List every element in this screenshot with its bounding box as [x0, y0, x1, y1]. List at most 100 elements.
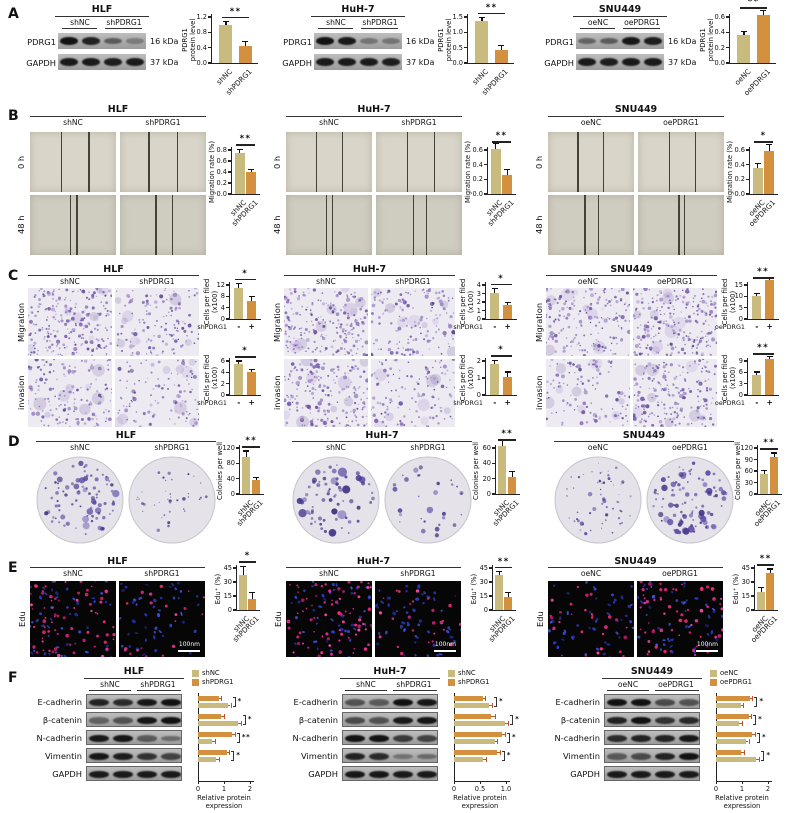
- group-underline: [580, 28, 615, 29]
- group-label: shNC: [319, 569, 339, 578]
- blot-band: [345, 699, 365, 706]
- error-bar-stem: [242, 566, 244, 575]
- blot-label: PDRG1: [283, 37, 312, 47]
- bar-chart: Migration rate (%) 0.0 0.2 0.4 0.6 ** shNC shPD…: [464, 131, 516, 264]
- bar-chart: PDRG1 protein level 0.0 0.4 0.8 1.2 ** shNC shPD…: [181, 4, 260, 104]
- blot-strip: [342, 712, 438, 727]
- y-tick-mark: [464, 16, 467, 18]
- y-tick-mark: [746, 178, 749, 180]
- bar: [490, 149, 501, 194]
- error-bar-stem: [494, 360, 496, 365]
- error-bar-cap: [504, 169, 511, 171]
- cell-line-title: SNU449: [630, 666, 674, 677]
- wound-scratch-line: [341, 132, 344, 192]
- y-tick-label: 0.0: [216, 190, 228, 198]
- blot-band: [578, 37, 596, 45]
- bar-chart: Edu⁺ (%) 0 15 30 45 ** shNC shPDRG1: [470, 556, 517, 666]
- bar: [503, 305, 513, 319]
- x-axis-line: [231, 194, 260, 196]
- y-axis-line: [485, 282, 487, 319]
- protein-label: E-cadherin: [293, 697, 339, 707]
- y-axis-line: [231, 147, 233, 194]
- group-label: shPDRG1: [145, 118, 181, 127]
- title-underline: [554, 441, 734, 442]
- y-tick-label: 20: [482, 474, 491, 483]
- bar: [508, 477, 517, 494]
- x-axis-line: [729, 63, 776, 65]
- blot-band: [644, 37, 662, 45]
- wound-scratch-line: [577, 132, 579, 192]
- title-underline: [340, 678, 440, 679]
- error-bar-stem: [752, 734, 755, 735]
- significance-bracket: [757, 733, 760, 743]
- y-axis-label-text: PDRG1 protein level: [181, 19, 198, 61]
- bar-chart: Cells per filed (x100) 0 1 2 3 4 * shPDRG1- +: [453, 274, 517, 346]
- y-tick-mark: [226, 371, 229, 373]
- blot-band: [60, 37, 78, 45]
- blot-band: [82, 37, 100, 45]
- error-bar-cap: [222, 21, 229, 23]
- y-tick-label: 0.0: [734, 190, 746, 198]
- y-tick-mark: [233, 567, 236, 569]
- transwell-image: [546, 359, 630, 427]
- y-axis-line: [747, 358, 749, 395]
- y-tick-mark: [489, 609, 492, 611]
- error-bar-cap: [249, 591, 256, 593]
- x-axis-line: [754, 610, 778, 612]
- blot-band: [393, 753, 413, 760]
- y-tick-mark: [464, 62, 467, 64]
- bar: [219, 24, 233, 63]
- y-tick-label: 0.0: [714, 59, 726, 67]
- group-underline: [655, 690, 699, 691]
- y-tick-label: 60: [744, 467, 753, 475]
- bar: [503, 377, 513, 395]
- significance-stars: *: [242, 346, 249, 356]
- transwell-image: [633, 359, 717, 427]
- blot-band: [89, 752, 109, 761]
- group-underline: [89, 690, 131, 691]
- bar-chart: PDRG1 protein level 0.0 0.5 1.0 1.5 ** shNC shPD…: [437, 3, 516, 104]
- timepoint-label: 0 h: [534, 155, 544, 169]
- blot-band: [417, 698, 437, 707]
- y-tick-mark: [208, 16, 211, 18]
- y-tick-mark: [754, 447, 757, 449]
- error-bar-cap: [221, 696, 223, 701]
- blot-strip: [58, 33, 146, 49]
- error-bar-stem: [498, 571, 500, 576]
- y-tick-mark: [754, 470, 757, 472]
- scale-bar: [178, 650, 200, 652]
- error-bar-cap: [253, 477, 260, 479]
- wound-scratch-line: [155, 195, 157, 255]
- error-bar-cap: [743, 702, 745, 708]
- error-bar-stem: [756, 758, 760, 760]
- error-bar-cap: [771, 452, 778, 454]
- error-bar-cap: [755, 732, 756, 737]
- y-tick-label: 0.5: [452, 43, 464, 52]
- group-label: shNC: [326, 18, 346, 27]
- bar: [475, 20, 489, 63]
- x-sign-label: +: [504, 398, 511, 407]
- blot-band: [161, 735, 181, 742]
- y-tick-mark: [208, 62, 211, 64]
- bar-treatment: [198, 714, 222, 719]
- error-bar-stem: [763, 470, 766, 475]
- group-label: shNC: [63, 118, 83, 127]
- blot-band: [137, 735, 157, 742]
- error-bar-stem: [238, 283, 240, 288]
- blot-strip: [86, 766, 182, 781]
- panel-d-HLF: HLF shNC shPDRG1 Colonies per well 0 40 80 120 *…: [14, 430, 265, 556]
- blot-band: [338, 58, 356, 66]
- error-bar-cap: [740, 30, 747, 33]
- protein-label: GAPDH: [308, 769, 338, 779]
- group-underline: [623, 28, 660, 29]
- x-axis-label: expression: [205, 802, 243, 810]
- assay-row-label: Migration: [272, 302, 282, 342]
- error-bar-stem: [245, 451, 248, 457]
- wound-scratch-line: [683, 195, 685, 255]
- blot-band: [417, 770, 437, 779]
- wound-image: [376, 195, 462, 255]
- y-tick-mark: [484, 178, 487, 180]
- bar: [495, 575, 504, 610]
- y-tick-mark: [754, 481, 757, 484]
- group-label: oeNC: [580, 118, 602, 127]
